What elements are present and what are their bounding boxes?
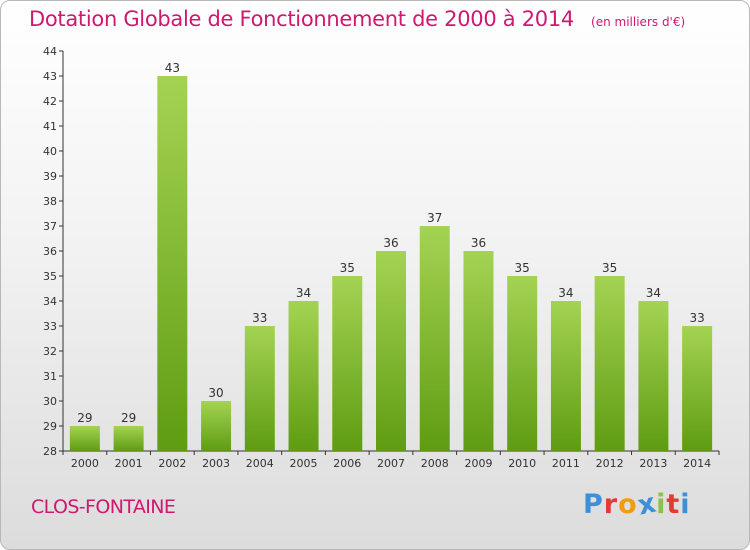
x-tick-label-2008: 2008	[421, 457, 449, 470]
y-tick-label: 44	[43, 45, 57, 58]
y-tick-label: 32	[43, 345, 57, 358]
y-tick-label: 43	[43, 70, 57, 83]
bar-2012	[594, 276, 625, 451]
value-label-2008: 37	[427, 211, 442, 225]
value-label-2006: 35	[340, 261, 355, 275]
value-label-2001: 29	[121, 411, 136, 425]
y-tick-label: 29	[43, 420, 57, 433]
y-tick-label: 28	[43, 445, 57, 458]
value-label-2010: 35	[515, 261, 530, 275]
bar-2007	[376, 251, 406, 451]
value-label-2013: 34	[646, 286, 661, 300]
x-tick-label-2002: 2002	[158, 457, 186, 470]
y-tick-label: 42	[43, 95, 57, 108]
logo-letter: i	[680, 489, 691, 520]
logo-letter: r	[603, 489, 619, 520]
y-tick-label: 36	[43, 245, 57, 258]
bar-2000	[69, 426, 100, 451]
value-label-2009: 36	[471, 236, 486, 250]
y-tick-label: 37	[43, 220, 57, 233]
chart-subtitle: (en milliers d'€)	[591, 15, 686, 29]
y-tick-label: 31	[43, 370, 57, 383]
bar-2010	[507, 276, 538, 451]
bar-2008	[419, 226, 450, 451]
x-tick-label-2012: 2012	[596, 457, 624, 470]
y-tick-label: 41	[43, 120, 57, 133]
y-tick-label: 38	[43, 195, 57, 208]
y-tick-label: 39	[43, 170, 57, 183]
bar-2014	[682, 326, 713, 451]
chart-title: Dotation Globale de Fonctionnement de 20…	[29, 7, 574, 31]
town-name: CLOS-FONTAINE	[31, 496, 176, 518]
x-tick-label-2014: 2014	[683, 457, 711, 470]
bar-2005	[288, 301, 319, 451]
x-tick-label-2001: 2001	[115, 457, 143, 470]
x-tick-label-2005: 2005	[290, 457, 318, 470]
x-tick-label-2010: 2010	[508, 457, 536, 470]
logo-letter: i	[656, 489, 667, 520]
value-label-2011: 34	[558, 286, 573, 300]
title-block: Dotation Globale de Fonctionnement de 20…	[29, 7, 685, 31]
bar-2013	[638, 301, 669, 451]
bar-2003	[201, 401, 232, 451]
y-tick-label: 30	[43, 395, 57, 408]
logo-letter: P	[583, 489, 604, 520]
logo-letter: t	[666, 489, 681, 520]
value-label-2014: 33	[689, 311, 704, 325]
bar-2001	[113, 426, 144, 451]
x-tick-label-2011: 2011	[552, 457, 580, 470]
value-label-2003: 30	[208, 386, 223, 400]
bar-2006	[332, 276, 363, 451]
x-tick-label-2007: 2007	[377, 457, 405, 470]
value-label-2012: 35	[602, 261, 617, 275]
y-tick-label: 40	[43, 145, 57, 158]
bar-2009	[463, 251, 494, 451]
x-tick-label-2003: 2003	[202, 457, 230, 470]
x-tick-label-2000: 2000	[71, 457, 99, 470]
value-label-2002: 43	[165, 61, 180, 75]
value-label-2004: 33	[252, 311, 267, 325]
y-tick-label: 34	[43, 295, 57, 308]
y-tick-label: 33	[43, 320, 57, 333]
x-tick-label-2013: 2013	[639, 457, 667, 470]
bar-2011	[550, 301, 581, 451]
bar-2002	[157, 76, 188, 451]
bar-2004	[244, 326, 275, 451]
logo-letter: o	[618, 489, 638, 520]
proxiti-logo: Proxiti	[583, 487, 691, 521]
x-tick-label-2009: 2009	[464, 457, 492, 470]
y-tick-label: 35	[43, 270, 57, 283]
x-tick-label-2006: 2006	[333, 457, 361, 470]
value-label-2005: 34	[296, 286, 311, 300]
value-label-2007: 36	[383, 236, 398, 250]
value-label-2000: 29	[77, 411, 92, 425]
x-tick-label-2004: 2004	[246, 457, 274, 470]
